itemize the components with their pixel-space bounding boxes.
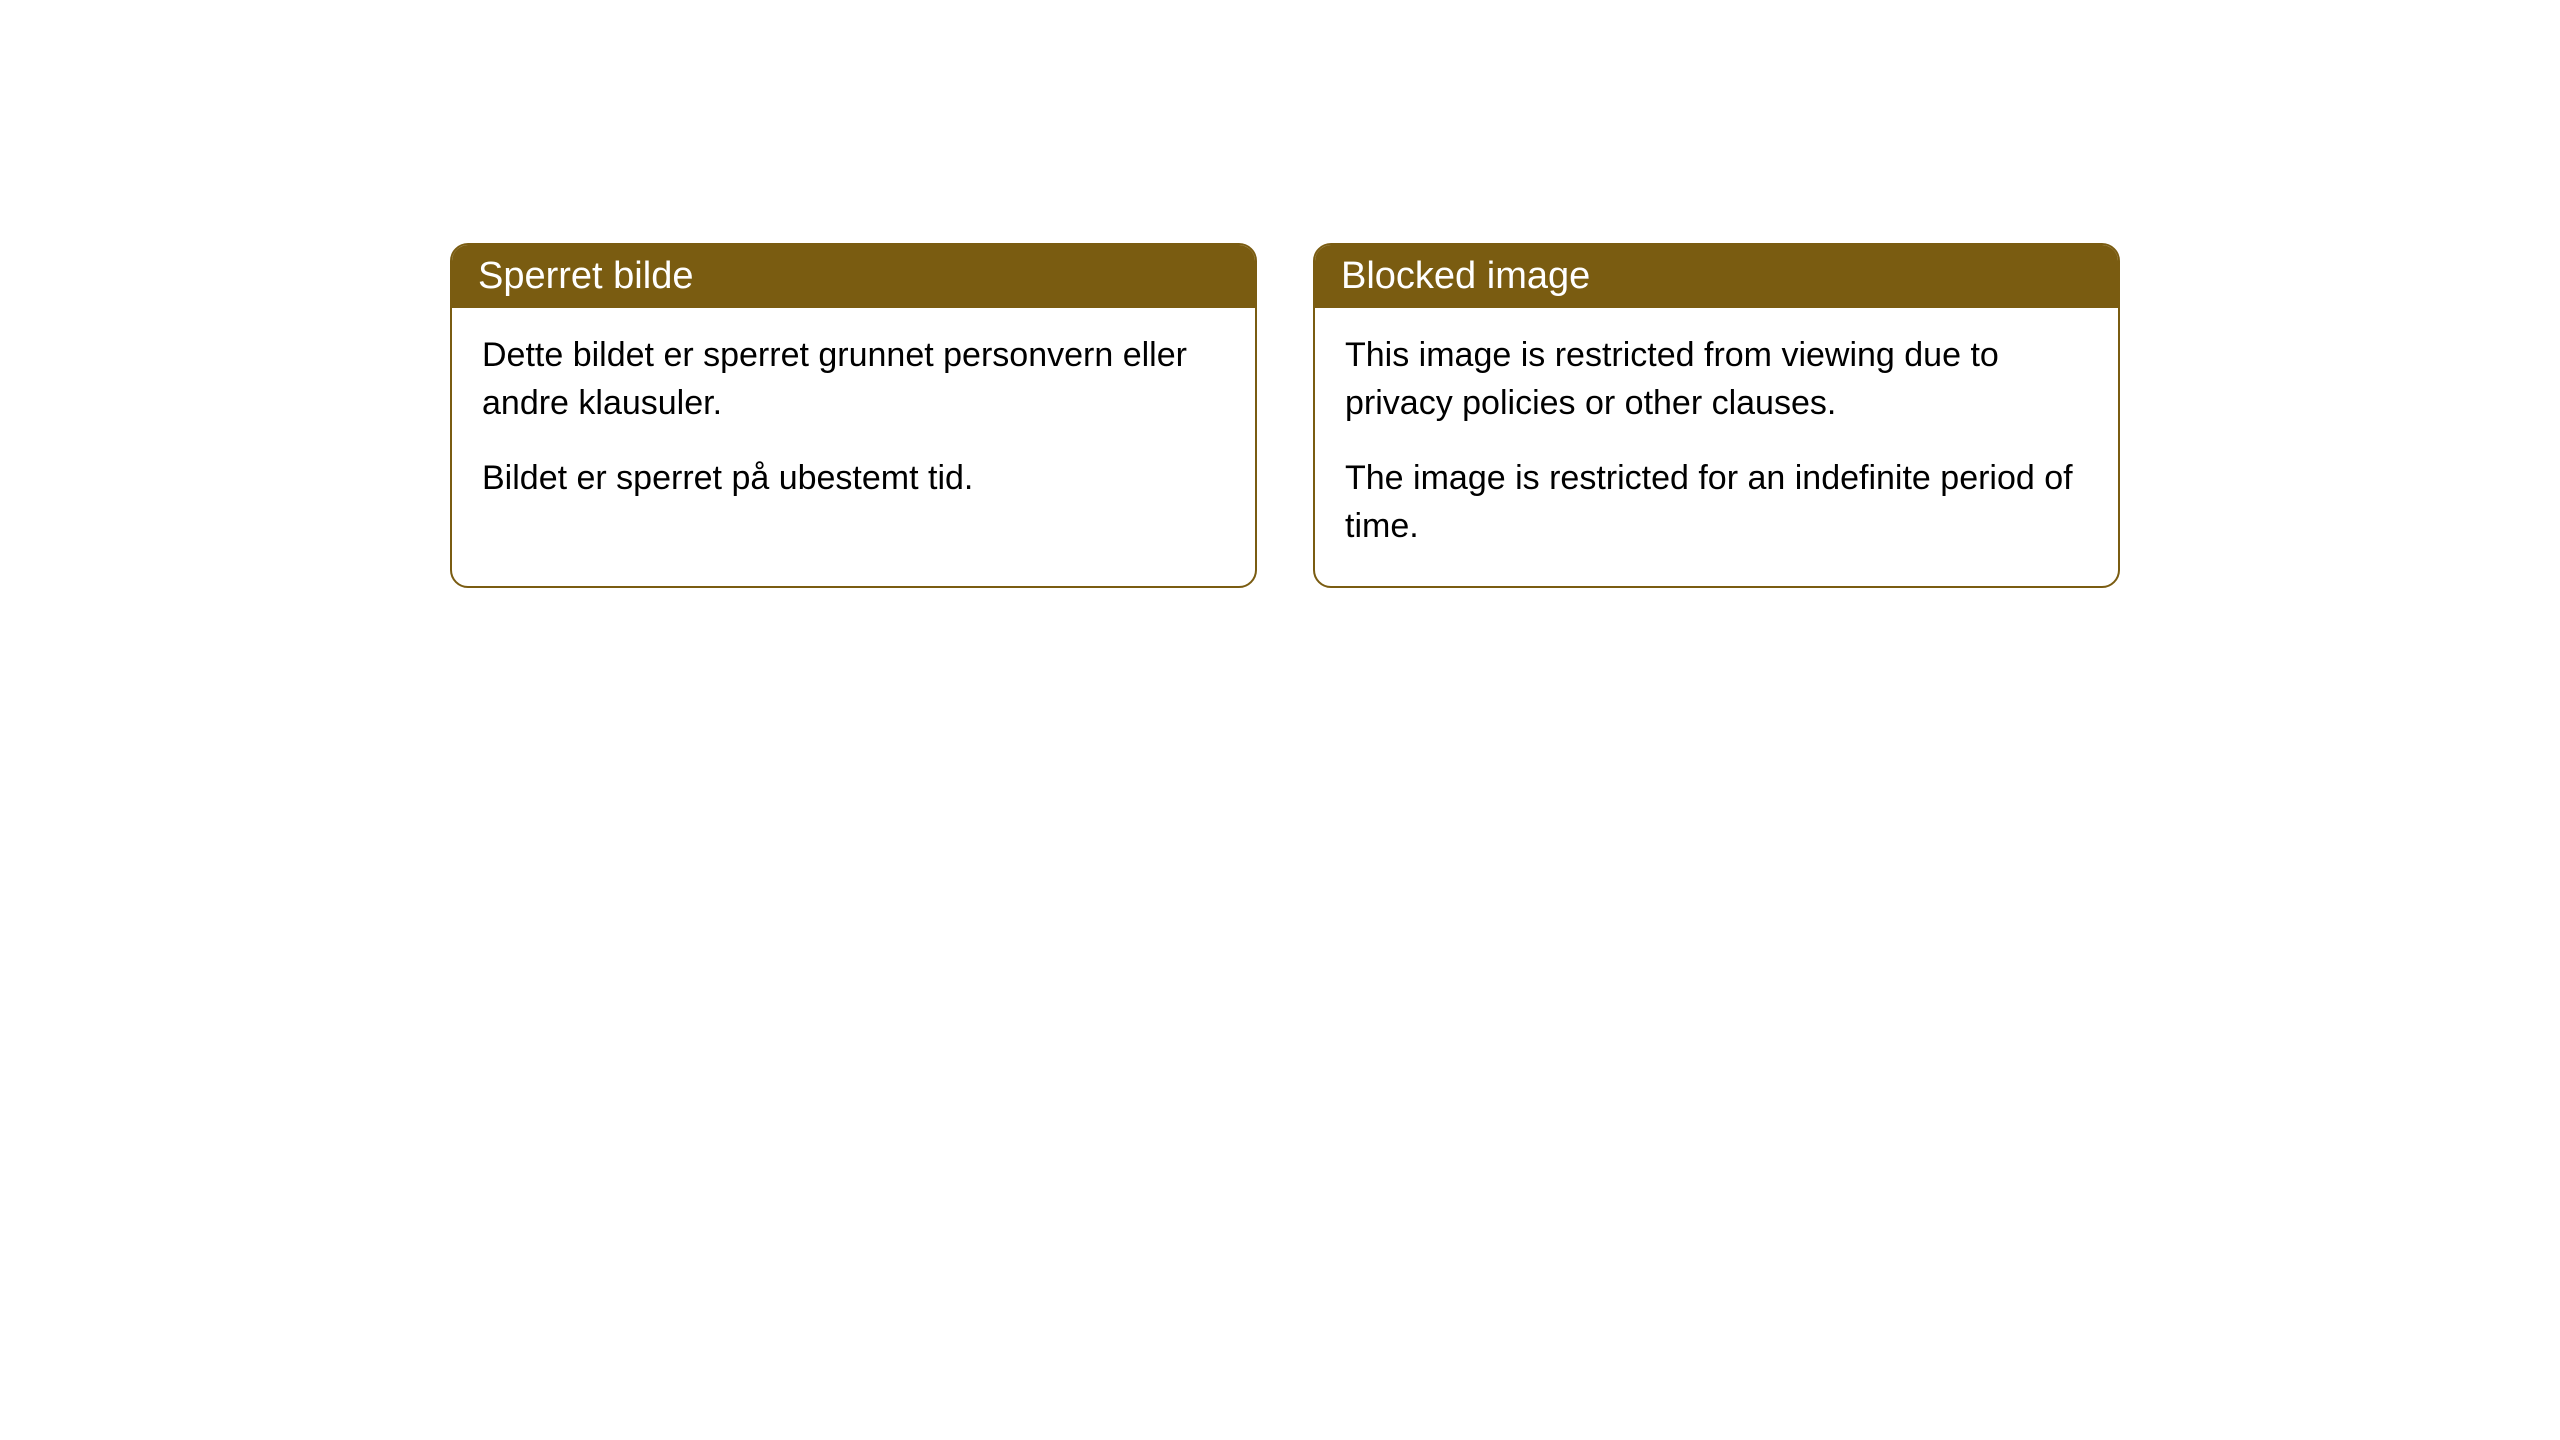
blocked-image-card-english: Blocked image This image is restricted f… — [1313, 243, 2120, 588]
card-header: Sperret bilde — [452, 245, 1255, 308]
notice-cards-container: Sperret bilde Dette bildet er sperret gr… — [0, 0, 2560, 588]
card-body: This image is restricted from viewing du… — [1315, 308, 2118, 586]
card-title: Blocked image — [1341, 255, 1590, 297]
card-paragraph-1: This image is restricted from viewing du… — [1345, 332, 2088, 427]
card-body: Dette bildet er sperret grunnet personve… — [452, 308, 1255, 539]
card-paragraph-2: The image is restricted for an indefinit… — [1345, 455, 2088, 550]
card-title: Sperret bilde — [478, 255, 693, 297]
card-header: Blocked image — [1315, 245, 2118, 308]
card-paragraph-1: Dette bildet er sperret grunnet personve… — [482, 332, 1225, 427]
card-paragraph-2: Bildet er sperret på ubestemt tid. — [482, 455, 1225, 503]
blocked-image-card-norwegian: Sperret bilde Dette bildet er sperret gr… — [450, 243, 1257, 588]
